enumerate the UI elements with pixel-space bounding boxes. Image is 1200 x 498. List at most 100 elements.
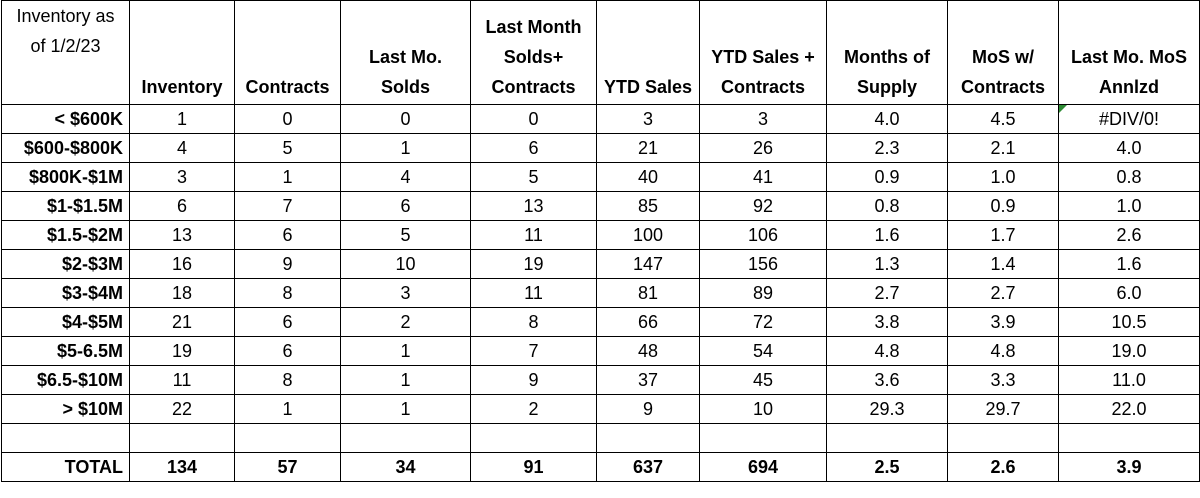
table-cell[interactable]: 18 xyxy=(129,278,235,308)
table-cell[interactable]: 6 xyxy=(129,191,235,221)
header-cell-months-of-supply[interactable]: Months of Supply xyxy=(826,0,948,105)
table-cell[interactable]: 19 xyxy=(129,336,235,366)
table-cell[interactable]: 0 xyxy=(340,104,471,134)
table-cell[interactable]: 22.0 xyxy=(1058,394,1200,424)
table-cell[interactable]: 1 xyxy=(340,336,471,366)
total-cell[interactable]: 57 xyxy=(234,452,341,482)
table-cell[interactable]: 16 xyxy=(129,249,235,279)
table-cell[interactable]: 3.9 xyxy=(947,307,1059,337)
table-cell[interactable]: 4.0 xyxy=(1058,133,1200,163)
table-cell[interactable]: 3 xyxy=(699,104,827,134)
table-cell[interactable]: 3 xyxy=(596,104,700,134)
table-cell[interactable]: 10.5 xyxy=(1058,307,1200,337)
table-cell[interactable]: 6 xyxy=(234,307,341,337)
price-range-cell[interactable]: < $600K xyxy=(1,104,130,134)
table-cell[interactable]: 48 xyxy=(596,336,700,366)
table-cell[interactable]: 1.0 xyxy=(1058,191,1200,221)
table-cell[interactable]: 10 xyxy=(340,249,471,279)
price-range-cell[interactable]: $800K-$1M xyxy=(1,162,130,192)
table-cell[interactable]: 1.6 xyxy=(826,220,948,250)
table-cell[interactable]: 3 xyxy=(340,278,471,308)
table-cell[interactable]: 13 xyxy=(129,220,235,250)
price-range-cell[interactable]: > $10M xyxy=(1,394,130,424)
table-cell[interactable]: 22 xyxy=(129,394,235,424)
table-cell[interactable]: 26 xyxy=(699,133,827,163)
table-cell[interactable]: 4.8 xyxy=(826,336,948,366)
header-cell-last-mo-mos-annlzd[interactable]: Last Mo. MoS Annlzd xyxy=(1058,0,1200,105)
table-cell[interactable]: 1.4 xyxy=(947,249,1059,279)
total-cell[interactable]: 34 xyxy=(340,452,471,482)
table-cell[interactable]: 106 xyxy=(699,220,827,250)
table-cell[interactable] xyxy=(947,423,1059,453)
table-cell[interactable]: 40 xyxy=(596,162,700,192)
table-cell[interactable]: 3.3 xyxy=(947,365,1059,395)
table-cell[interactable]: 1.6 xyxy=(1058,249,1200,279)
table-cell[interactable]: 1.0 xyxy=(947,162,1059,192)
table-cell[interactable]: 1.7 xyxy=(947,220,1059,250)
table-cell[interactable]: 72 xyxy=(699,307,827,337)
table-cell[interactable]: 10 xyxy=(699,394,827,424)
table-cell[interactable]: 6 xyxy=(340,191,471,221)
table-cell[interactable]: 3 xyxy=(129,162,235,192)
total-cell[interactable]: 134 xyxy=(129,452,235,482)
table-cell[interactable]: 92 xyxy=(699,191,827,221)
table-cell[interactable]: 2.7 xyxy=(826,278,948,308)
table-cell[interactable]: 0.8 xyxy=(826,191,948,221)
price-range-cell[interactable]: $3-$4M xyxy=(1,278,130,308)
table-cell[interactable]: 7 xyxy=(470,336,597,366)
table-cell[interactable]: 41 xyxy=(699,162,827,192)
table-cell[interactable]: 6 xyxy=(470,133,597,163)
table-cell[interactable]: 8 xyxy=(234,365,341,395)
table-cell[interactable]: 0 xyxy=(470,104,597,134)
table-cell[interactable]: 1 xyxy=(234,162,341,192)
table-cell[interactable]: 89 xyxy=(699,278,827,308)
table-cell[interactable]: 0.9 xyxy=(947,191,1059,221)
total-cell[interactable]: 637 xyxy=(596,452,700,482)
table-cell[interactable]: 0 xyxy=(234,104,341,134)
table-cell[interactable] xyxy=(1058,423,1200,453)
table-cell[interactable]: 1 xyxy=(234,394,341,424)
table-cell[interactable]: 85 xyxy=(596,191,700,221)
table-cell[interactable]: 6.0 xyxy=(1058,278,1200,308)
price-range-cell[interactable]: $2-$3M xyxy=(1,249,130,279)
table-cell[interactable]: 66 xyxy=(596,307,700,337)
table-cell[interactable] xyxy=(340,423,471,453)
price-range-cell[interactable]: $1-$1.5M xyxy=(1,191,130,221)
table-cell[interactable] xyxy=(596,423,700,453)
table-cell[interactable]: 2.6 xyxy=(1058,220,1200,250)
total-cell[interactable]: 2.5 xyxy=(826,452,948,482)
header-cell-last-mo-solds[interactable]: Last Mo. Solds xyxy=(340,0,471,105)
table-cell[interactable]: 1.3 xyxy=(826,249,948,279)
table-cell[interactable]: 11.0 xyxy=(1058,365,1200,395)
price-range-cell[interactable]: $5-6.5M xyxy=(1,336,130,366)
header-cell-ytd-sales[interactable]: YTD Sales xyxy=(596,0,700,105)
table-cell[interactable]: 2.1 xyxy=(947,133,1059,163)
table-cell[interactable]: 8 xyxy=(470,307,597,337)
table-cell[interactable]: 0.9 xyxy=(826,162,948,192)
table-cell[interactable]: 4.5 xyxy=(947,104,1059,134)
table-cell[interactable]: 11 xyxy=(470,220,597,250)
table-cell[interactable]: 9 xyxy=(596,394,700,424)
table-cell[interactable] xyxy=(826,423,948,453)
table-cell[interactable]: 0.8 xyxy=(1058,162,1200,192)
header-cell-contracts[interactable]: Contracts xyxy=(234,0,341,105)
table-cell[interactable]: 11 xyxy=(470,278,597,308)
table-cell[interactable]: 29.3 xyxy=(826,394,948,424)
table-cell[interactable] xyxy=(234,423,341,453)
table-cell[interactable] xyxy=(470,423,597,453)
table-cell[interactable]: 5 xyxy=(234,133,341,163)
total-cell[interactable]: 91 xyxy=(470,452,597,482)
table-cell[interactable]: 7 xyxy=(234,191,341,221)
price-range-cell[interactable]: $4-$5M xyxy=(1,307,130,337)
table-cell[interactable]: 29.7 xyxy=(947,394,1059,424)
table-cell[interactable] xyxy=(1,423,130,453)
table-cell[interactable]: 4.8 xyxy=(947,336,1059,366)
table-cell[interactable]: 45 xyxy=(699,365,827,395)
total-cell[interactable]: 3.9 xyxy=(1058,452,1200,482)
table-cell[interactable]: 11 xyxy=(129,365,235,395)
header-cell-ytd-sales-contracts[interactable]: YTD Sales + Contracts xyxy=(699,0,827,105)
table-cell[interactable]: 19 xyxy=(470,249,597,279)
header-cell-last-month-solds-contracts[interactable]: Last Month Solds+ Contracts xyxy=(470,0,597,105)
table-cell[interactable]: 19.0 xyxy=(1058,336,1200,366)
table-cell[interactable]: #DIV/0! xyxy=(1058,104,1200,134)
